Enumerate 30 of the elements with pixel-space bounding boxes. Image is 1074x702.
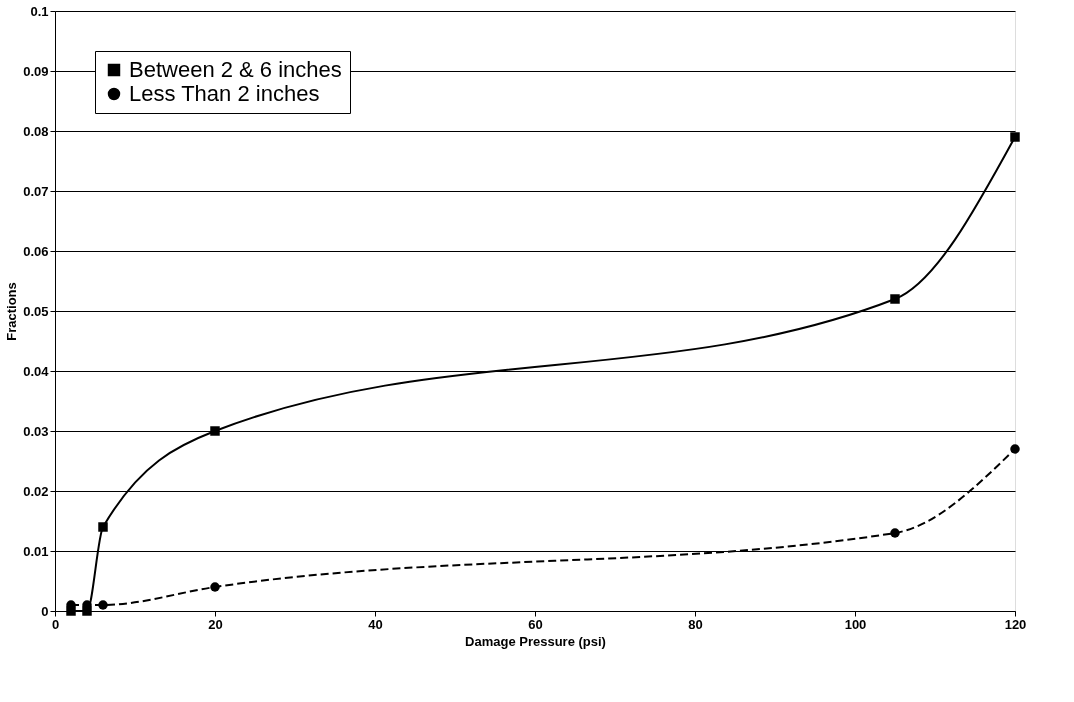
legend-label: Between 2 & 6 inches (129, 57, 342, 82)
y-tick-label: 0.02 (23, 483, 49, 499)
x-tick-label: 80 (688, 616, 703, 632)
y-tick-label: 0.01 (23, 543, 49, 559)
point (98, 600, 108, 610)
x-tick-label: 100 (844, 616, 867, 632)
point (210, 582, 220, 592)
y-tick-label: 0.05 (23, 303, 49, 319)
y-tick-label: 0.04 (23, 363, 50, 379)
point (1010, 132, 1020, 142)
legend-label: Less Than 2 inches (129, 81, 320, 106)
point (890, 528, 900, 538)
y-tick-label: 0.1 (30, 3, 49, 19)
y-axis-title: Fractions (4, 282, 20, 341)
x-tick-label: 0 (51, 616, 60, 632)
point (890, 294, 900, 304)
x-axis-title: Damage Pressure (psi) (465, 633, 606, 649)
point (210, 426, 220, 436)
y-tick-label: 0.06 (23, 243, 49, 259)
x-tick-label: 120 (1004, 616, 1027, 632)
point (98, 522, 108, 532)
y-tick-label: 0.08 (23, 123, 49, 139)
y-tick-label: 0.09 (23, 63, 49, 79)
y-tick-label: 0 (41, 603, 49, 619)
x-tick-label: 60 (528, 616, 543, 632)
x-tick-label: 40 (368, 616, 383, 632)
y-tick-label: 0.07 (23, 183, 49, 199)
y-tick-label: 0.03 (23, 423, 49, 439)
x-tick-label: 20 (208, 616, 223, 632)
point (1010, 444, 1020, 454)
